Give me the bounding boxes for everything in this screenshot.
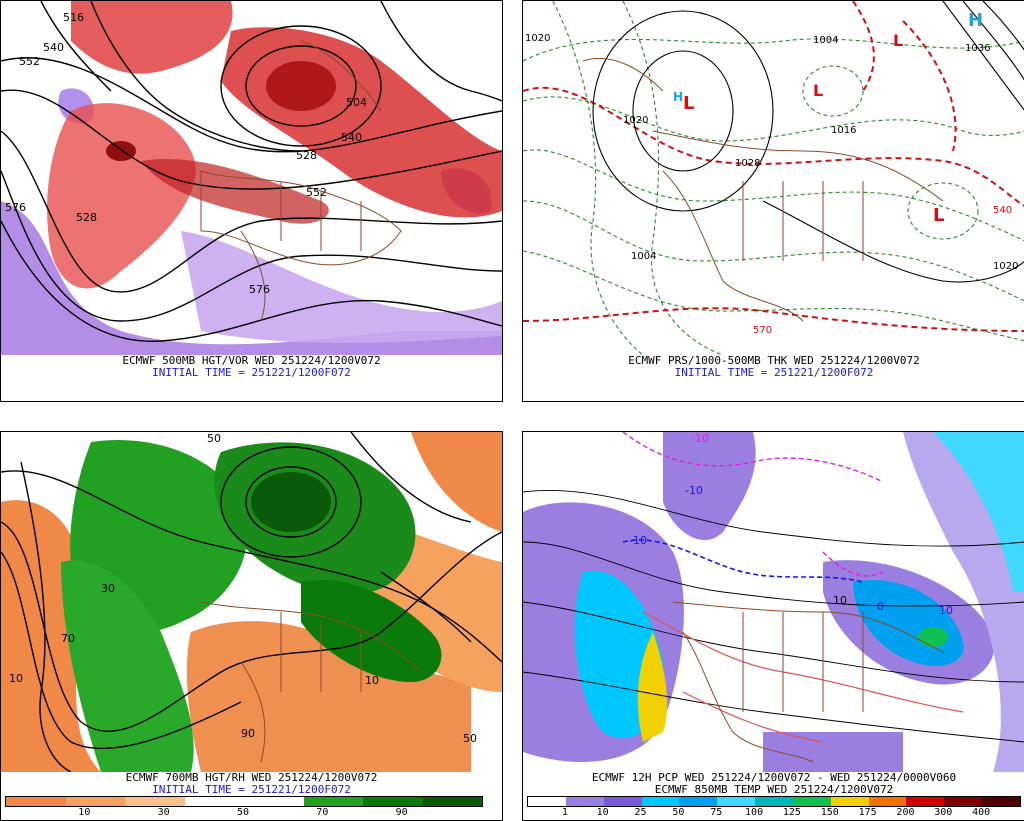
- precipitation-map: -10 -10 0 10 -10 10: [523, 432, 1024, 772]
- panel-500mb-hgt-vor: 552 540 528 576 516 504 540 552 528 576 …: [0, 0, 503, 402]
- high-pressure-label: H: [673, 90, 683, 104]
- colorbar-swatch: [603, 797, 642, 806]
- colorbar-label: 150: [820, 807, 839, 818]
- contour-label: 552: [306, 186, 327, 199]
- temp-label: 10: [833, 594, 847, 607]
- rh-colorbar: [5, 796, 483, 807]
- temp-label: -10: [691, 432, 709, 445]
- colorbar-swatch: [906, 797, 945, 806]
- colorbar-label: 70: [316, 807, 329, 818]
- panel-title: ECMWF PRS/1000-500MB THK WED 251224/1200…: [628, 354, 920, 367]
- humidity-map: 10 30 50 70 90 10 50: [1, 432, 502, 772]
- colorbar-swatch: [717, 797, 756, 806]
- low-pressure-label: L: [933, 205, 944, 226]
- precip-colorbar-labels: 1 10 25 50 75 100 125 150 175 200 300 400: [527, 807, 1019, 819]
- low-pressure-label: L: [683, 93, 694, 114]
- panel-subtitle: INITIAL TIME = 251221/1200F072: [674, 366, 874, 379]
- colorbar-label: 1: [561, 807, 568, 818]
- colorbar-label: 200: [896, 807, 915, 818]
- contour-label: 50: [207, 432, 221, 445]
- high-pressure-label: H: [968, 10, 983, 31]
- panel-subtitle: INITIAL TIME = 251221/1200F072: [152, 783, 351, 796]
- colorbar-swatch: [422, 797, 482, 806]
- contour-label: 516: [63, 11, 84, 24]
- colorbar-label: 25: [634, 807, 647, 818]
- contour-label: 30: [101, 582, 115, 595]
- contour-label: 540: [341, 131, 362, 144]
- colorbar-label: 300: [934, 807, 953, 818]
- pressure-thickness-map: L H L L L H 1020 1004 1036 1028 1016 540…: [523, 1, 1024, 355]
- colorbar-swatch: [792, 797, 831, 806]
- panel-subtitle: INITIAL TIME = 251221/1200F072: [152, 366, 351, 379]
- contour-label: 576: [5, 201, 26, 214]
- thickness-label: 540: [993, 205, 1012, 216]
- colorbar-swatch: [830, 797, 869, 806]
- colorbar-swatch: [982, 797, 1020, 806]
- colorbar-label: 50: [672, 807, 685, 818]
- colorbar-swatch: [679, 797, 718, 806]
- colorbar-swatch: [755, 797, 793, 806]
- panel-700mb-hgt-rh: 10 30 50 70 90 10 50 ECMWF 700MB HGT/RH …: [0, 431, 503, 821]
- colorbar-label: 125: [782, 807, 801, 818]
- temp-label: 0: [877, 600, 884, 613]
- isobar-label: 1004: [631, 251, 656, 262]
- colorbar-label: 30: [157, 807, 170, 818]
- isobar-label: 1036: [965, 43, 990, 54]
- isobar-label: 1020: [525, 33, 550, 44]
- isobar-label: 1020: [993, 261, 1018, 272]
- colorbar-swatch: [565, 797, 604, 806]
- temp-label: -10: [629, 534, 647, 547]
- colorbar-label: 175: [858, 807, 877, 818]
- contour-label: 50: [463, 732, 477, 745]
- colorbar-label: 90: [395, 807, 408, 818]
- temp-label: -10: [685, 484, 703, 497]
- panel-title: ECMWF 12H PCP WED 251224/1200V072 - WED …: [591, 771, 957, 784]
- panel-title: ECMWF 700MB HGT/RH WED 251224/1200V072: [125, 771, 378, 784]
- isobar-label: 1020: [623, 115, 648, 126]
- colorbar-swatch: [528, 797, 566, 806]
- contour-label: 10: [9, 672, 23, 685]
- contour-label: 552: [19, 55, 40, 68]
- colorbar-swatch: [184, 797, 244, 806]
- contour-label: 70: [61, 632, 75, 645]
- colorbar-label: 75: [710, 807, 723, 818]
- panel-prs-thk: L H L L L H 1020 1004 1036 1028 1016 540…: [522, 0, 1024, 402]
- colorbar-label: 50: [236, 807, 250, 818]
- colorbar-swatch: [868, 797, 907, 806]
- colorbar-swatch: [125, 797, 185, 806]
- rh-colorbar-labels: 10 30 50 70 90: [5, 807, 481, 819]
- isobar-label: 1016: [831, 125, 856, 136]
- contour-label: 540: [43, 41, 64, 54]
- colorbar-swatch: [244, 797, 304, 806]
- contour-label: 576: [249, 283, 270, 296]
- isobar-label: 1004: [813, 35, 838, 46]
- isobar-label: 1028: [735, 158, 760, 169]
- precip-colorbar: [527, 796, 1021, 807]
- colorbar-label: 400: [972, 807, 991, 818]
- colorbar-swatch: [65, 797, 125, 806]
- contour-label: 504: [346, 96, 367, 109]
- colorbar-swatch: [641, 797, 680, 806]
- colorbar-label: 10: [78, 807, 91, 818]
- low-pressure-label: L: [813, 81, 823, 100]
- panel-12h-pcp-850mb-temp: -10 -10 0 10 -10 10 ECMWF 12H PCP WED 25…: [522, 431, 1024, 821]
- vorticity-map: 552 540 528 576 516 504 540 552 528 576: [1, 1, 502, 355]
- panel-title: ECMWF 500MB HGT/VOR WED 251224/1200V072: [122, 354, 381, 367]
- colorbar-label: 100: [745, 807, 764, 818]
- colorbar-swatch: [363, 797, 423, 806]
- contour-label: 90: [241, 727, 255, 740]
- colorbar-label: 10: [596, 807, 609, 818]
- colorbar-swatch: [6, 797, 66, 806]
- contour-label: 528: [76, 211, 97, 224]
- contour-label: 528: [296, 149, 317, 162]
- temp-label: 10: [939, 604, 953, 617]
- low-pressure-label: L: [893, 31, 903, 50]
- colorbar-swatch: [944, 797, 983, 806]
- contour-label: 10: [365, 674, 379, 687]
- thickness-label: 570: [753, 325, 772, 336]
- panel-subtitle: ECMWF 850MB TEMP WED 251224/1200V072: [654, 783, 894, 796]
- colorbar-swatch: [303, 797, 363, 806]
